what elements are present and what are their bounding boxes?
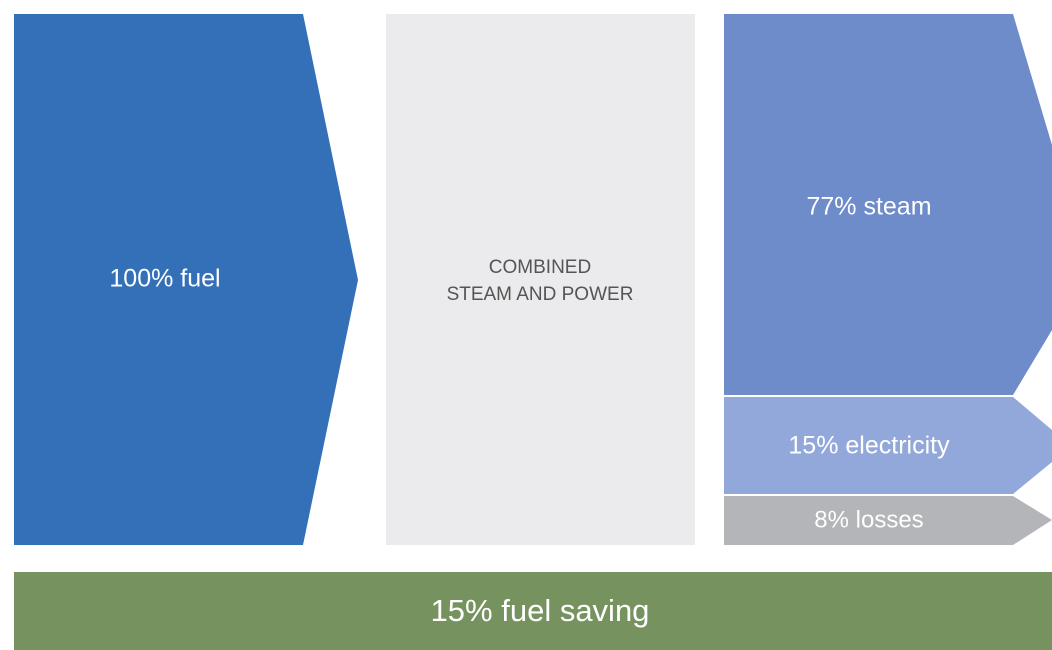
electricity-arrow: [724, 397, 1052, 494]
fuel-label: 100% fuel: [109, 265, 220, 293]
footer-label: 15% fuel saving: [431, 593, 650, 628]
steam-label: 77% steam: [806, 193, 931, 221]
process-box: [386, 14, 695, 545]
electricity-label: 15% electricity: [788, 432, 950, 460]
losses-label: 8% losses: [814, 506, 923, 533]
steam-arrow: [724, 14, 1052, 395]
process-line: COMBINED: [489, 257, 591, 278]
losses-arrow: [724, 496, 1052, 545]
fuel-arrow: [14, 14, 358, 545]
footer-bar: [14, 572, 1052, 650]
process-line: STEAM AND POWER: [447, 284, 634, 305]
